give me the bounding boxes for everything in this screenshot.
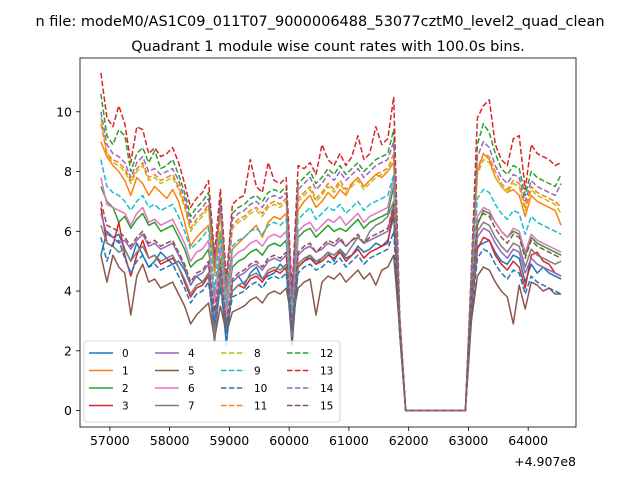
series-line-7 (100, 200, 562, 412)
series-line-14 (100, 111, 562, 412)
x-axis: 57000 58000 59000 60000 61000 62000 63000 64000 (90, 427, 548, 448)
figure-suptitle: n file: modeM0/AS1C09_011T07_9000006488_… (35, 14, 604, 30)
axes-frame (79, 57, 577, 428)
series-line-1 (100, 141, 562, 412)
x-tick-label: 61000 (329, 433, 369, 448)
legend-label-12: 12 (320, 348, 333, 360)
chart-title: Quadrant 1 module wise count rates with … (131, 39, 525, 55)
legend-label-1: 1 (122, 366, 129, 378)
legend-label-0: 0 (122, 348, 129, 360)
legend-label-5: 5 (188, 366, 195, 378)
y-axis: 0 2 4 6 8 10 (56, 104, 80, 418)
x-tick-label: 63000 (449, 433, 489, 448)
series-line-8 (100, 117, 562, 412)
legend-label-13: 13 (320, 366, 333, 378)
y-tick-label: 0 (64, 403, 72, 418)
series-line-5 (100, 254, 562, 412)
x-tick-label: 64000 (508, 433, 548, 448)
x-axis-offset-label: +4.907e8 (514, 454, 576, 469)
series-lines (100, 72, 562, 412)
axes-border (79, 57, 577, 428)
legend-label-15: 15 (320, 401, 333, 413)
legend-label-3: 3 (122, 401, 129, 413)
legend-label-9: 9 (254, 366, 261, 378)
legend-label-14: 14 (320, 383, 334, 395)
legend-label-6: 6 (188, 383, 195, 395)
y-tick-label: 2 (64, 343, 72, 358)
legend-label-4: 4 (188, 348, 195, 360)
x-tick-label: 57000 (90, 433, 130, 448)
series-line-2 (100, 185, 562, 412)
x-tick-label: 62000 (389, 433, 429, 448)
legend-label-11: 11 (254, 401, 267, 413)
legend-label-10: 10 (254, 383, 267, 395)
y-tick-label: 8 (64, 164, 72, 179)
y-tick-label: 6 (64, 224, 72, 239)
series-line-11 (100, 123, 562, 412)
series-line-9 (100, 159, 562, 412)
series-line-13 (100, 72, 562, 412)
x-tick-label: 60000 (269, 433, 309, 448)
series-line-6 (100, 176, 562, 412)
x-tick-label: 58000 (150, 433, 190, 448)
x-tick-label: 59000 (210, 433, 250, 448)
series-line-4 (100, 203, 562, 412)
legend-label-7: 7 (188, 401, 195, 413)
series-line-12 (100, 93, 562, 412)
series-line-15 (100, 201, 562, 412)
y-tick-label: 4 (64, 284, 72, 299)
series-line-10 (100, 230, 562, 412)
legend-label-8: 8 (254, 348, 261, 360)
y-tick-label: 10 (56, 104, 72, 119)
legend-label-2: 2 (122, 383, 129, 395)
legend-box (83, 340, 341, 423)
